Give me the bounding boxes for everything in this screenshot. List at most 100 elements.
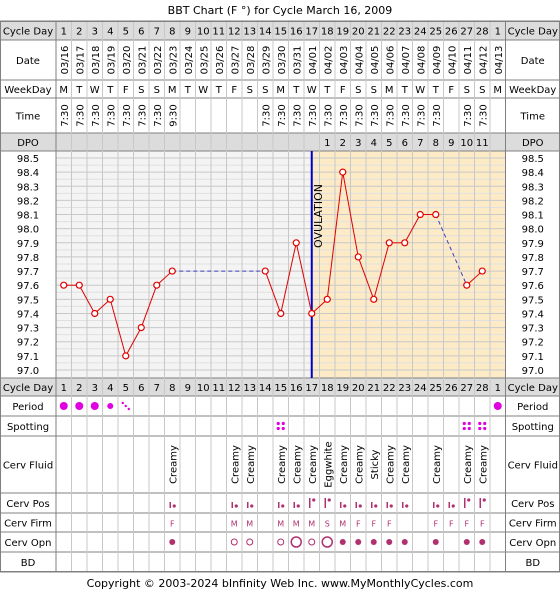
row-label-left: Date bbox=[16, 56, 40, 67]
cycle-day: 11 bbox=[212, 383, 225, 394]
spotting-marker bbox=[462, 426, 466, 431]
cycle-day: 25 bbox=[429, 383, 442, 394]
weekday-label: T bbox=[432, 85, 440, 96]
cerv-fluid-label: Creamy bbox=[478, 445, 489, 484]
temp-tick-right: 98.1 bbox=[522, 211, 544, 222]
cerv-opn-closed bbox=[355, 539, 362, 545]
temp-tick-right: 97.4 bbox=[522, 309, 544, 320]
date-label: 03/31 bbox=[292, 46, 303, 75]
temp-tick-right: 97.2 bbox=[522, 338, 544, 349]
cycle-day: 5 bbox=[123, 27, 129, 38]
time-label: 7:30 bbox=[401, 104, 412, 126]
temp-tick-right: 97.8 bbox=[522, 253, 544, 264]
date-label: 03/18 bbox=[91, 46, 102, 75]
time-label: 7:30 bbox=[60, 104, 71, 126]
row-label-right: DPO bbox=[522, 138, 544, 149]
cerv-pos-dot bbox=[358, 504, 362, 508]
cycle-day: 13 bbox=[243, 27, 256, 38]
cycle-day: 9 bbox=[185, 383, 191, 394]
cerv-opn-closed bbox=[339, 539, 346, 545]
weekday-label: M bbox=[168, 85, 177, 96]
weekday-label: S bbox=[464, 85, 470, 96]
date-label: 04/08 bbox=[416, 46, 427, 75]
row-label-right: Date bbox=[521, 56, 545, 67]
row-label-right: Spotting bbox=[512, 422, 554, 433]
ovulation-label: OVULATION bbox=[312, 184, 325, 248]
weekday-label: M bbox=[385, 85, 394, 96]
cerv-fluid-label: Creamy bbox=[308, 445, 319, 484]
time-label: 7:30 bbox=[91, 104, 102, 126]
cerv-pos-dot bbox=[389, 504, 393, 508]
time-label: 7:30 bbox=[137, 104, 148, 126]
cerv-pos-dot bbox=[172, 504, 176, 508]
copyright-footer: Copyright © 2003-2024 bInfinity Web Inc.… bbox=[87, 577, 474, 590]
cerv-opn-closed bbox=[386, 539, 393, 545]
date-label: 04/06 bbox=[385, 46, 396, 75]
cerv-firm-label: F bbox=[449, 520, 454, 529]
cycle-day: 22 bbox=[383, 383, 396, 394]
date-label: 04/10 bbox=[447, 46, 458, 75]
date-label: 03/21 bbox=[137, 46, 148, 75]
weekday-label: F bbox=[340, 85, 346, 96]
cycle-day: 23 bbox=[398, 383, 411, 394]
date-label: 03/23 bbox=[168, 46, 179, 75]
cycle-day: 25 bbox=[429, 27, 442, 38]
spotting-marker bbox=[478, 426, 482, 431]
dpo-label: 2 bbox=[340, 138, 346, 149]
cerv-fluid-label: Creamy bbox=[385, 445, 396, 484]
cerv-pos-dot bbox=[343, 504, 347, 508]
time-label: 7:30 bbox=[308, 104, 319, 126]
cerv-fluid-label: Creamy bbox=[354, 445, 365, 484]
weekday-label: T bbox=[75, 85, 83, 96]
cerv-fluid-label: Creamy bbox=[432, 445, 443, 484]
cerv-opn-wide bbox=[290, 536, 302, 548]
cycle-day: 16 bbox=[290, 27, 303, 38]
temp-line bbox=[404, 214, 421, 244]
temp-tick-right: 97.3 bbox=[522, 324, 544, 335]
cycle-day: 4 bbox=[107, 27, 113, 38]
date-label: 03/29 bbox=[261, 46, 272, 75]
temp-line bbox=[78, 284, 96, 314]
row-label-right: Cycle Day bbox=[508, 383, 558, 394]
cerv-firm-label: M bbox=[339, 520, 346, 529]
weekday-label: S bbox=[371, 85, 377, 96]
cycle-day: 12 bbox=[228, 383, 241, 394]
cerv-pos-dot bbox=[405, 504, 409, 508]
temp-line bbox=[109, 299, 127, 356]
cerv-pos-dot bbox=[250, 504, 254, 508]
cycle-day: 7 bbox=[154, 27, 160, 38]
weekday-label: F bbox=[123, 85, 129, 96]
cycle-day: 26 bbox=[445, 27, 458, 38]
temp-tick-right: 97.5 bbox=[522, 295, 544, 306]
row-label-right: Time bbox=[520, 112, 545, 123]
temp-point bbox=[308, 309, 316, 318]
temp-line bbox=[373, 242, 390, 300]
cerv-firm-label: M bbox=[293, 520, 300, 529]
cerv-fluid-label: Creamy bbox=[463, 445, 474, 484]
weekday-label: W bbox=[90, 85, 100, 96]
temp-tick-right: 98.3 bbox=[522, 182, 544, 193]
row-label-right: Cerv Pos bbox=[511, 499, 554, 510]
dpo-label: 10 bbox=[460, 138, 473, 149]
cerv-pos-dot bbox=[234, 504, 238, 508]
cerv-firm-label: F bbox=[170, 520, 175, 529]
cerv-firm-label: F bbox=[387, 520, 392, 529]
row-label-right: Cerv Fluid bbox=[508, 461, 558, 472]
cycle-day: 3 bbox=[92, 383, 98, 394]
temp-tick-left: 98.0 bbox=[17, 225, 39, 236]
cycle-day: 10 bbox=[197, 27, 210, 38]
time-label: 7:30 bbox=[261, 104, 272, 126]
weekday-label: S bbox=[479, 85, 485, 96]
period-heavy-marker bbox=[90, 402, 99, 410]
weekday-label: S bbox=[247, 85, 253, 96]
cerv-opn-closed bbox=[169, 539, 176, 545]
temp-tick-left: 97.5 bbox=[17, 295, 39, 306]
date-label: 03/17 bbox=[75, 46, 86, 75]
cycle-day: 4 bbox=[107, 383, 113, 394]
dpo-label: 3 bbox=[355, 138, 361, 149]
temp-point bbox=[137, 324, 145, 332]
cycle-day: 2 bbox=[76, 383, 82, 394]
cerv-pos-dot bbox=[451, 504, 455, 508]
temp-point bbox=[385, 239, 393, 247]
